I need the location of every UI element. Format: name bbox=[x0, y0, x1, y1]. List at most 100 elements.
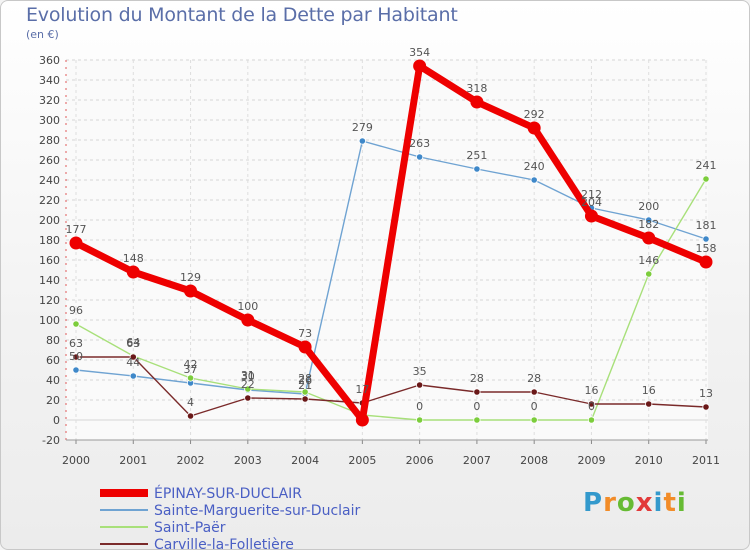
data-label: 251 bbox=[466, 149, 487, 162]
proxiti-logo: Proxiti bbox=[583, 488, 687, 518]
data-point bbox=[587, 400, 596, 408]
data-point bbox=[72, 320, 80, 328]
data-point bbox=[473, 165, 481, 173]
y-tick-label: 260 bbox=[39, 154, 60, 167]
data-point bbox=[413, 59, 427, 73]
data-label: 28 bbox=[527, 372, 541, 385]
data-point bbox=[69, 236, 83, 250]
chart-title: Evolution du Montant de la Dette par Hab… bbox=[26, 4, 458, 26]
logo-letter: o bbox=[616, 488, 636, 518]
y-tick-label: 20 bbox=[46, 394, 60, 407]
x-tick-label: 2008 bbox=[520, 454, 548, 467]
data-label: 0 bbox=[473, 400, 480, 413]
y-tick-label: 320 bbox=[39, 94, 60, 107]
data-point bbox=[358, 137, 366, 145]
data-label: 158 bbox=[696, 242, 717, 255]
data-label: 4 bbox=[187, 396, 194, 409]
data-label: 354 bbox=[409, 46, 430, 59]
y-tick-label: -20 bbox=[42, 434, 60, 447]
data-label: 177 bbox=[66, 223, 87, 236]
data-point bbox=[584, 209, 598, 223]
x-tick-label: 2007 bbox=[463, 454, 491, 467]
data-point bbox=[186, 374, 195, 382]
data-label: 129 bbox=[180, 271, 201, 284]
x-tick-label: 2009 bbox=[577, 454, 605, 467]
x-tick-label: 2006 bbox=[406, 454, 434, 467]
data-label: 181 bbox=[696, 219, 717, 232]
data-label: 16 bbox=[642, 384, 656, 397]
data-label: 28 bbox=[470, 372, 484, 385]
logo-letter: r bbox=[603, 488, 617, 518]
data-point bbox=[244, 385, 252, 393]
data-label: 31 bbox=[241, 369, 255, 382]
data-point bbox=[355, 413, 369, 427]
y-tick-label: 240 bbox=[39, 174, 60, 187]
data-label: 263 bbox=[409, 137, 430, 150]
logo-letter: t bbox=[663, 488, 677, 518]
data-point bbox=[129, 372, 137, 380]
data-label: 73 bbox=[298, 327, 312, 340]
y-tick-label: 0 bbox=[53, 414, 60, 427]
x-tick-label: 2002 bbox=[177, 454, 205, 467]
y-tick-label: 100 bbox=[39, 314, 60, 327]
data-point bbox=[702, 403, 710, 411]
data-label: 16 bbox=[584, 384, 598, 397]
legend-label: Saint-Paër bbox=[154, 520, 226, 536]
data-label: 241 bbox=[696, 159, 717, 172]
y-tick-label: 40 bbox=[46, 374, 60, 387]
data-label: 35 bbox=[413, 365, 427, 378]
y-tick-label: 120 bbox=[39, 294, 60, 307]
data-point bbox=[527, 121, 541, 135]
data-point bbox=[587, 416, 596, 424]
data-point bbox=[473, 388, 481, 396]
series-line-2 bbox=[75, 356, 707, 417]
data-label: 292 bbox=[524, 108, 545, 121]
x-tick-label: 2005 bbox=[348, 454, 376, 467]
x-tick-label: 2003 bbox=[234, 454, 262, 467]
data-point bbox=[129, 353, 137, 361]
data-point bbox=[530, 388, 538, 396]
data-point bbox=[470, 95, 484, 109]
data-point bbox=[642, 231, 656, 245]
chart-unit: (en €) bbox=[26, 28, 59, 41]
data-label: 100 bbox=[237, 300, 258, 313]
data-point bbox=[126, 265, 140, 279]
data-point bbox=[645, 216, 653, 224]
data-point bbox=[301, 395, 309, 403]
data-label: 13 bbox=[699, 387, 713, 400]
data-point bbox=[416, 153, 424, 161]
data-label: 42 bbox=[184, 358, 198, 371]
data-label: 21 bbox=[298, 379, 312, 392]
data-label: 279 bbox=[352, 121, 373, 134]
y-tick-label: 340 bbox=[39, 74, 60, 87]
data-label: 182 bbox=[638, 218, 659, 231]
data-label: 26 bbox=[298, 374, 312, 387]
data-label: 0 bbox=[416, 400, 423, 413]
data-label: 240 bbox=[524, 160, 545, 173]
data-label: 0 bbox=[588, 400, 595, 413]
y-tick-label: 180 bbox=[39, 234, 60, 247]
data-point bbox=[301, 388, 309, 396]
y-tick-label: 360 bbox=[39, 54, 60, 67]
y-tick-label: 220 bbox=[39, 194, 60, 207]
data-label: 22 bbox=[241, 378, 255, 391]
series-line-0 bbox=[75, 140, 707, 395]
data-label: 50 bbox=[69, 350, 83, 363]
data-point bbox=[702, 235, 710, 243]
data-point bbox=[473, 416, 481, 424]
data-point bbox=[702, 175, 710, 183]
data-point bbox=[186, 412, 195, 420]
logo-letter: P bbox=[583, 488, 604, 518]
x-tick-label: 2001 bbox=[119, 454, 147, 467]
data-label: 63 bbox=[126, 337, 140, 350]
data-point bbox=[241, 313, 255, 327]
data-label: 148 bbox=[123, 252, 144, 265]
data-label: 200 bbox=[638, 200, 659, 213]
logo-letter: i bbox=[676, 488, 687, 518]
data-label: 318 bbox=[466, 82, 487, 95]
data-label: 96 bbox=[69, 304, 83, 317]
data-label: 28 bbox=[298, 372, 312, 385]
data-point bbox=[244, 394, 252, 402]
data-point bbox=[298, 340, 312, 354]
